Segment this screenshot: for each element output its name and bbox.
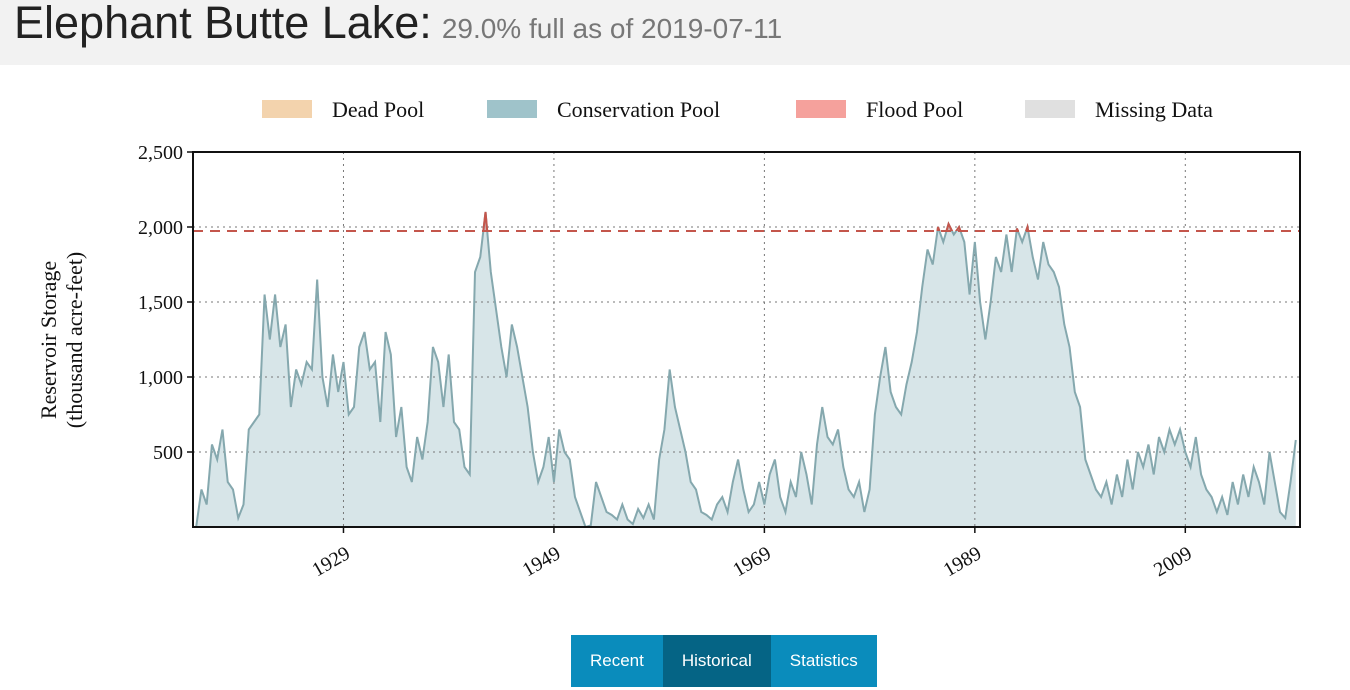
chart: Dead Pool Conservation Pool Flood Pool Miss… — [36, 97, 1301, 581]
title: Elephant Butte Lake: — [14, 0, 432, 48]
x-tick-label: 1989 — [940, 542, 986, 581]
legend-label: Dead Pool — [332, 97, 424, 122]
y-tick-label: 1,000 — [138, 367, 183, 389]
x-tick-label: 1969 — [729, 542, 775, 581]
legend-swatch — [796, 100, 846, 118]
legend-label: Conservation Pool — [557, 97, 720, 122]
legend-swatch — [1025, 100, 1075, 118]
tab-buttons: Recent Historical Statistics — [571, 635, 877, 687]
legend-swatch — [262, 100, 312, 118]
x-tick-label: 2009 — [1150, 542, 1196, 581]
legend-label: Missing Data — [1095, 97, 1213, 122]
tab-button[interactable]: Recent — [571, 635, 663, 687]
tab-button[interactable]: Historical — [662, 635, 771, 687]
y-tick-label: 500 — [153, 442, 183, 464]
x-tick-label: 1929 — [308, 542, 354, 581]
legend-swatch — [487, 100, 537, 118]
title-row: Elephant Butte Lake: 29.0% full as of 201… — [14, 0, 782, 52]
tab-button[interactable]: Statistics — [770, 635, 877, 687]
y-axis-label: Reservoir Storage (thousand acre-feet) — [36, 252, 87, 429]
subtitle: 29.0% full as of 2019-07-11 — [441, 13, 783, 44]
y-axis-label-line: Reservoir Storage — [36, 261, 61, 419]
y-tick-label: 2,000 — [138, 217, 183, 239]
x-tick-label: 1949 — [519, 542, 565, 581]
legend-label: Flood Pool — [866, 97, 963, 122]
y-tick-label: 2,500 — [138, 142, 183, 164]
header: Elephant Butte Lake: 29.0% full as of 201… — [0, 0, 1350, 65]
y-tick-label: 1,500 — [138, 292, 183, 314]
plot-frame — [192, 151, 1301, 528]
storage-line — [195, 211, 1297, 527]
y-axis-label-line: (thousand acre-feet) — [62, 252, 87, 429]
